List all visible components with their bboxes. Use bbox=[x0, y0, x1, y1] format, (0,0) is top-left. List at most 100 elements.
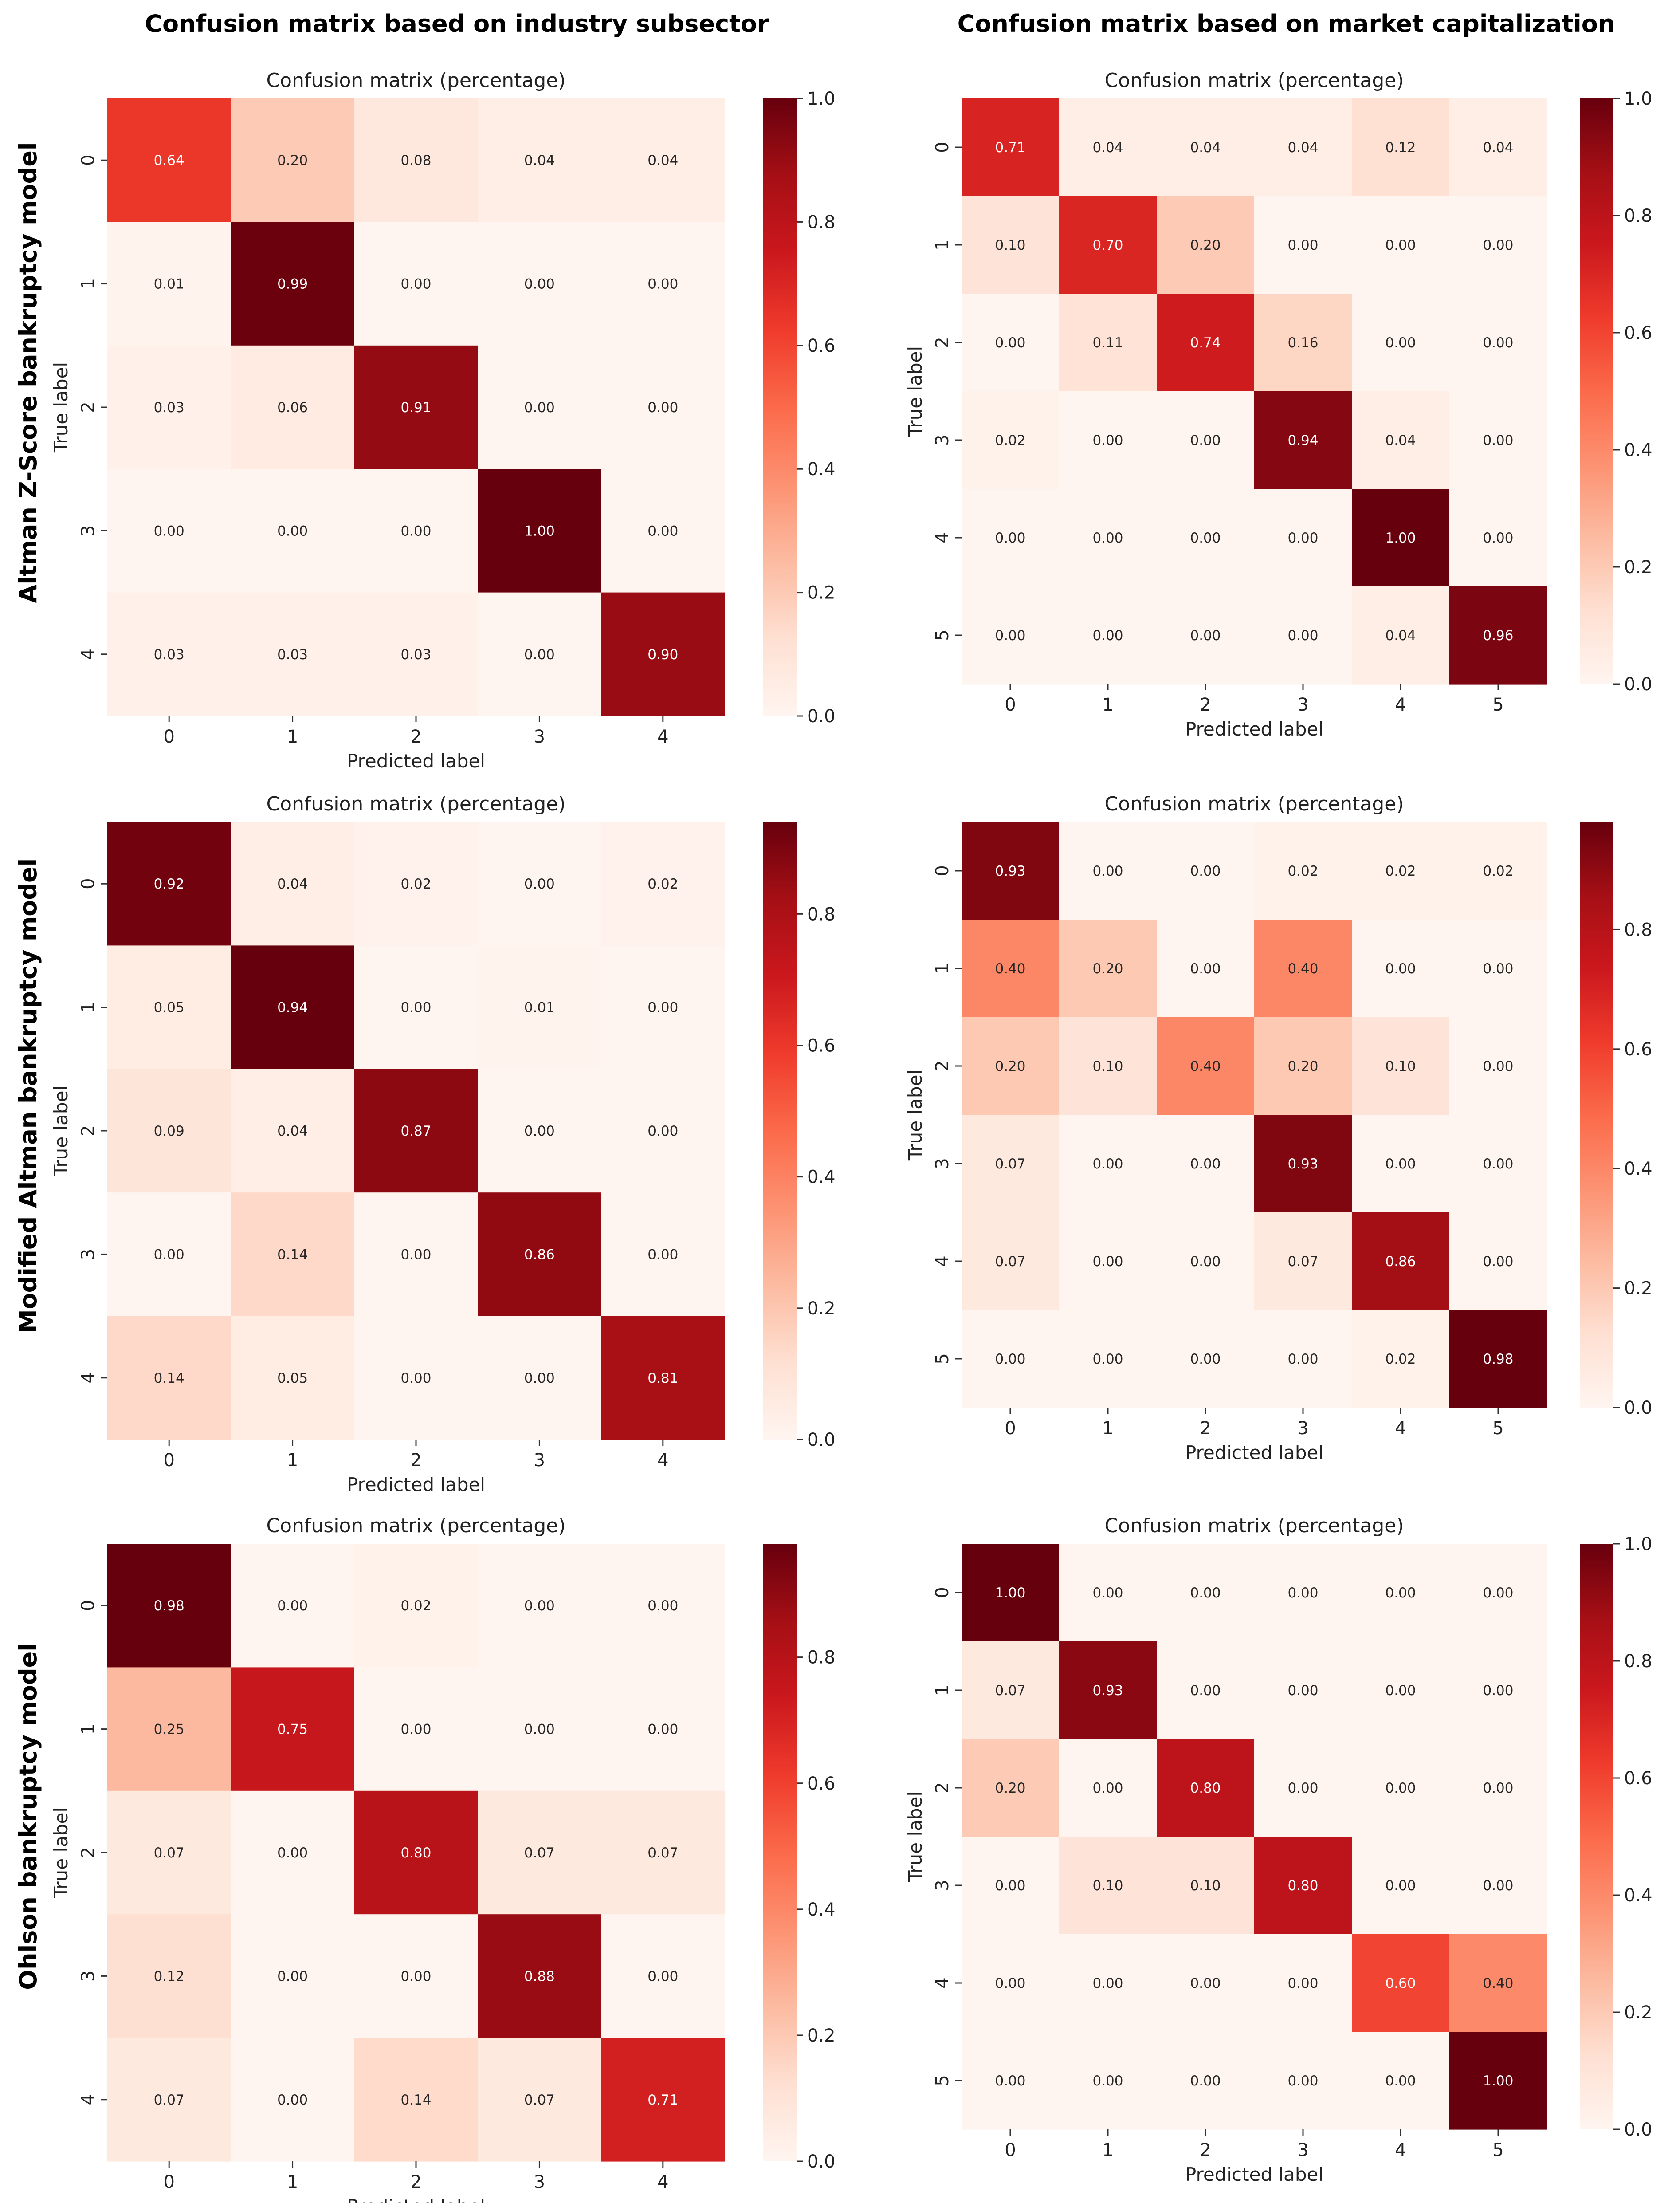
y-tick-label: 2 bbox=[78, 1125, 98, 1136]
colorbar-tick-label: 0.2 bbox=[807, 2026, 836, 2046]
cell-value-label: 0.02 bbox=[1287, 863, 1318, 879]
heatmap-cell bbox=[1352, 1212, 1450, 1310]
cell-value-label: 0.03 bbox=[400, 647, 431, 663]
heatmap-cell bbox=[1352, 98, 1450, 197]
x-tick-label: 4 bbox=[657, 2172, 668, 2192]
heatmap-cell bbox=[478, 592, 602, 716]
heatmap-cell bbox=[231, 98, 355, 222]
cell-value-label: 0.05 bbox=[277, 1370, 308, 1386]
cell-value-label: 0.70 bbox=[1092, 237, 1123, 253]
y-tick-label: 3 bbox=[78, 1971, 98, 1982]
heatmap-cell bbox=[1449, 1212, 1547, 1310]
colorbar-tick-label: 0.8 bbox=[1624, 1651, 1653, 1672]
y-tick-label: 5 bbox=[932, 629, 953, 641]
cell-value-label: 0.80 bbox=[1287, 1878, 1318, 1894]
cell-value-label: 0.00 bbox=[995, 530, 1025, 546]
cell-value-label: 0.10 bbox=[1092, 1058, 1123, 1074]
heatmap-cell bbox=[1254, 920, 1352, 1018]
y-tick-label: 2 bbox=[932, 1782, 953, 1793]
cell-value-label: 0.14 bbox=[277, 1247, 308, 1263]
cell-value-label: 0.03 bbox=[154, 647, 184, 663]
heatmap-cell bbox=[478, 945, 602, 1070]
heatmap-cell bbox=[478, 1667, 602, 1791]
cell-value-label: 1.00 bbox=[995, 1585, 1025, 1601]
x-tick-label: 2 bbox=[410, 1450, 421, 1471]
confusion-matrix-panel-5: Confusion matrix (percentage)0.98 0.00 0.0… bbox=[50, 1515, 836, 2203]
cell-value-label: 0.07 bbox=[524, 1845, 555, 1861]
cell-value-label: 0.04 bbox=[1092, 140, 1123, 156]
heatmap-cell bbox=[962, 294, 1060, 392]
x-tick-label: 0 bbox=[163, 2172, 174, 2192]
cell-value-label: 0.93 bbox=[1287, 1156, 1318, 1172]
x-axis-label: Predicted label bbox=[1185, 1442, 1323, 1463]
cell-value-label: 1.00 bbox=[1385, 530, 1416, 546]
cell-value-label: 0.00 bbox=[1287, 628, 1318, 644]
heatmap-cell bbox=[1449, 920, 1547, 1018]
heatmap-cell bbox=[1449, 1837, 1547, 1935]
heatmap-cell bbox=[231, 1914, 355, 2038]
cell-value-label: 0.09 bbox=[154, 1123, 184, 1139]
heatmap-cell bbox=[107, 222, 231, 346]
colorbar-tick-label: 0.6 bbox=[1624, 1039, 1653, 1060]
cell-value-label: 0.03 bbox=[154, 400, 184, 416]
colorbar-tick-label: 0.0 bbox=[1624, 1398, 1653, 1418]
colorbar-tick-label: 0.8 bbox=[807, 212, 836, 232]
heatmap-cell bbox=[1352, 1641, 1450, 1739]
cell-value-label: 0.00 bbox=[1190, 628, 1221, 644]
heatmap-cell bbox=[354, 98, 478, 222]
colorbar-tick-label: 0.6 bbox=[1624, 323, 1653, 343]
heatmap-cell bbox=[231, 945, 355, 1070]
heatmap-cell bbox=[1352, 1837, 1450, 1935]
heatmap-cell bbox=[1157, 1544, 1255, 1642]
heatmap-cell bbox=[601, 1667, 725, 1791]
colorbar-tick-label: 0.2 bbox=[1624, 1279, 1653, 1299]
y-tick-label: 3 bbox=[78, 525, 98, 536]
heatmap-cell bbox=[1059, 822, 1157, 920]
cell-value-label: 0.08 bbox=[400, 153, 431, 169]
cell-value-label: 0.00 bbox=[1385, 961, 1416, 977]
x-tick-label: 5 bbox=[1492, 2140, 1503, 2160]
cell-value-label: 0.00 bbox=[1287, 1780, 1318, 1796]
y-tick-label: 4 bbox=[932, 1977, 953, 1988]
x-tick-label: 5 bbox=[1492, 1418, 1503, 1439]
heatmap-cell bbox=[1059, 586, 1157, 685]
cell-value-label: 0.00 bbox=[1483, 1780, 1513, 1796]
colorbar-tick-label: 0.4 bbox=[1624, 1159, 1653, 1179]
cell-value-label: 0.00 bbox=[995, 2073, 1025, 2089]
heatmap-cell bbox=[1059, 489, 1157, 587]
cell-value-label: 0.00 bbox=[524, 1123, 555, 1139]
heatmap-cell bbox=[478, 222, 602, 346]
heatmap-cell bbox=[1157, 1017, 1255, 1115]
cell-value-label: 0.00 bbox=[1092, 1156, 1123, 1172]
cell-value-label: 0.04 bbox=[648, 153, 678, 169]
cell-value-label: 0.00 bbox=[1190, 1351, 1221, 1367]
y-tick-label: 0 bbox=[932, 142, 953, 153]
cell-value-label: 0.00 bbox=[1092, 1585, 1123, 1601]
heatmap-cell bbox=[1449, 1934, 1547, 2032]
heatmap-cell bbox=[1254, 294, 1352, 392]
heatmap-cell bbox=[478, 2038, 602, 2162]
heatmap-cell bbox=[107, 592, 231, 716]
cell-value-label: 0.71 bbox=[648, 2092, 678, 2108]
cell-value-label: 0.92 bbox=[154, 876, 184, 892]
cell-value-label: 0.00 bbox=[648, 400, 678, 416]
y-tick-label: 3 bbox=[932, 434, 953, 445]
heatmap-cell bbox=[1157, 1739, 1255, 1837]
cell-value-label: 0.00 bbox=[1287, 237, 1318, 253]
heatmap-cell bbox=[354, 2038, 478, 2162]
x-tick-label: 2 bbox=[410, 727, 421, 747]
cell-value-label: 0.20 bbox=[1092, 961, 1123, 977]
heatmap-cell bbox=[962, 1641, 1060, 1739]
heatmap-cell bbox=[962, 1212, 1060, 1310]
heatmap-cell bbox=[1352, 2032, 1450, 2130]
cell-value-label: 0.07 bbox=[995, 1156, 1025, 1172]
cell-value-label: 0.02 bbox=[400, 876, 431, 892]
heatmap-cell bbox=[1254, 1544, 1352, 1642]
x-tick-label: 2 bbox=[1200, 695, 1211, 715]
colorbar-tick-label: 0.4 bbox=[807, 1900, 836, 1920]
heatmap-cell bbox=[1157, 1837, 1255, 1935]
heatmap-cell bbox=[962, 1837, 1060, 1935]
x-tick-label: 4 bbox=[1395, 1418, 1406, 1439]
cell-value-label: 0.07 bbox=[648, 1845, 678, 1861]
heatmap-cell bbox=[1254, 586, 1352, 685]
